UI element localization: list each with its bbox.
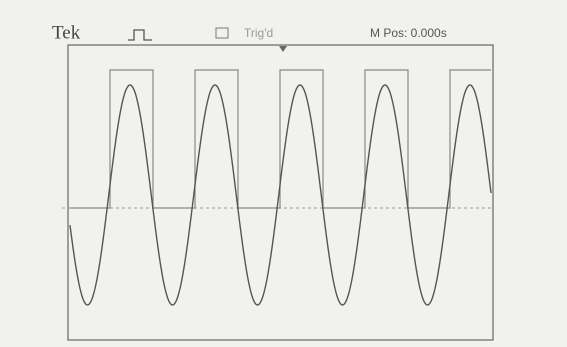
background: [0, 0, 567, 347]
scope-screen: Tek Trig'd M Pos: 0.000s: [0, 0, 567, 347]
position-label: M Pos: 0.000s: [370, 26, 447, 40]
trigger-status: Trig'd: [244, 26, 273, 40]
brand-label: Tek: [52, 22, 81, 43]
